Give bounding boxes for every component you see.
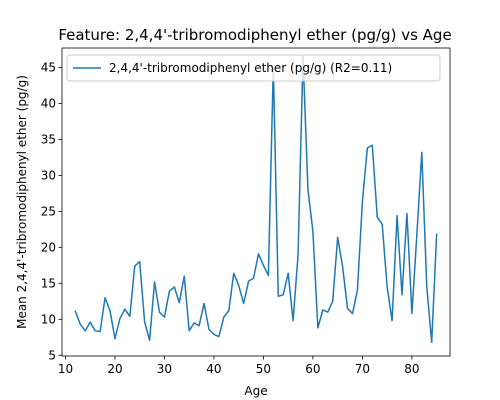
legend-label: 2,4,4'-tribromodiphenyl ether (pg/g) (R2… bbox=[109, 61, 392, 75]
y-tick-label: 45 bbox=[41, 60, 56, 74]
y-tick-label: 35 bbox=[41, 132, 56, 146]
y-tick-label: 25 bbox=[41, 204, 56, 218]
x-tick-label: 50 bbox=[256, 362, 271, 376]
x-tick-label: 20 bbox=[107, 362, 122, 376]
x-tick-label: 80 bbox=[404, 362, 419, 376]
x-tick-label: 70 bbox=[355, 362, 370, 376]
x-axis-title: Age bbox=[244, 384, 267, 398]
series-line bbox=[74, 55, 438, 344]
y-tick-label: 20 bbox=[41, 240, 56, 254]
legend: 2,4,4'-tribromodiphenyl ether (pg/g) (R2… bbox=[66, 54, 441, 82]
y-tick-label: 15 bbox=[41, 276, 56, 290]
plot-frame bbox=[61, 47, 451, 357]
x-tick-label: 10 bbox=[58, 362, 73, 376]
y-tick-label: 40 bbox=[41, 96, 56, 110]
y-tick-label: 10 bbox=[41, 312, 56, 326]
chart-title: Feature: 2,4,4'-tribromodiphenyl ether (… bbox=[58, 26, 451, 44]
x-tick-label: 60 bbox=[305, 362, 320, 376]
x-tick-label: 30 bbox=[157, 362, 172, 376]
x-tick-label: 40 bbox=[206, 362, 221, 376]
series-layer bbox=[74, 55, 438, 344]
legend-box bbox=[66, 54, 441, 82]
y-tick-label: 5 bbox=[48, 348, 56, 362]
plot-area bbox=[62, 48, 450, 356]
y-axis-title: Mean 2,4,4'-tribromodiphenyl ether (pg/g… bbox=[15, 75, 29, 329]
y-tick-label: 30 bbox=[41, 168, 56, 182]
